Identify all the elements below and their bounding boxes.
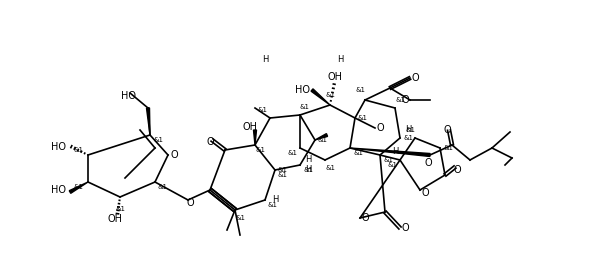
Polygon shape	[147, 108, 150, 135]
Text: &1: &1	[355, 87, 365, 93]
Text: H: H	[305, 166, 311, 175]
Text: HO: HO	[51, 142, 66, 152]
Text: O: O	[401, 95, 409, 105]
Text: &1: &1	[115, 206, 125, 212]
Text: HO: HO	[51, 185, 66, 195]
Text: &1: &1	[73, 184, 83, 190]
Text: &1: &1	[300, 104, 310, 110]
Text: H: H	[305, 155, 311, 164]
Text: &1: &1	[387, 162, 397, 168]
Text: &1: &1	[73, 147, 83, 153]
Text: &1: &1	[383, 157, 393, 163]
Text: HO: HO	[295, 85, 310, 95]
Text: &1: &1	[287, 150, 297, 156]
Text: &1: &1	[325, 92, 335, 98]
Text: &1: &1	[403, 135, 413, 141]
Text: &1: &1	[235, 215, 245, 221]
Text: &1: &1	[443, 145, 453, 151]
Text: &1: &1	[318, 137, 328, 143]
Polygon shape	[315, 134, 328, 140]
Text: OH: OH	[108, 214, 123, 224]
Polygon shape	[350, 148, 430, 156]
Text: O: O	[424, 158, 432, 168]
Text: O: O	[411, 73, 419, 83]
Text: OH: OH	[243, 122, 257, 132]
Text: O: O	[170, 150, 178, 160]
Text: &1: &1	[325, 165, 335, 171]
Text: H: H	[405, 125, 411, 134]
Text: &1: &1	[395, 97, 405, 103]
Text: O: O	[421, 188, 429, 198]
Text: OH: OH	[328, 72, 342, 82]
Text: &1: &1	[158, 184, 168, 190]
Text: &1: &1	[353, 150, 363, 156]
Text: &1: &1	[268, 202, 278, 208]
Text: O: O	[361, 213, 369, 223]
Text: &1: &1	[153, 137, 163, 143]
Text: &1: &1	[405, 127, 415, 133]
Text: H: H	[262, 56, 268, 65]
Text: H: H	[272, 196, 278, 205]
Text: &1: &1	[278, 172, 288, 178]
Polygon shape	[311, 89, 330, 105]
Text: O: O	[186, 198, 194, 208]
Text: &1: &1	[255, 147, 265, 153]
Text: &1: &1	[278, 167, 288, 173]
Text: H: H	[392, 147, 398, 156]
Text: O: O	[453, 165, 461, 175]
Text: &1: &1	[358, 115, 368, 121]
Text: O: O	[376, 123, 384, 133]
Polygon shape	[69, 182, 88, 193]
Text: H: H	[337, 56, 343, 65]
Text: HO: HO	[121, 91, 136, 101]
Text: &1: &1	[257, 107, 267, 113]
Text: O: O	[401, 223, 409, 233]
Polygon shape	[254, 130, 256, 145]
Text: O: O	[206, 137, 214, 147]
Text: O: O	[443, 125, 451, 135]
Text: &1: &1	[303, 167, 313, 173]
